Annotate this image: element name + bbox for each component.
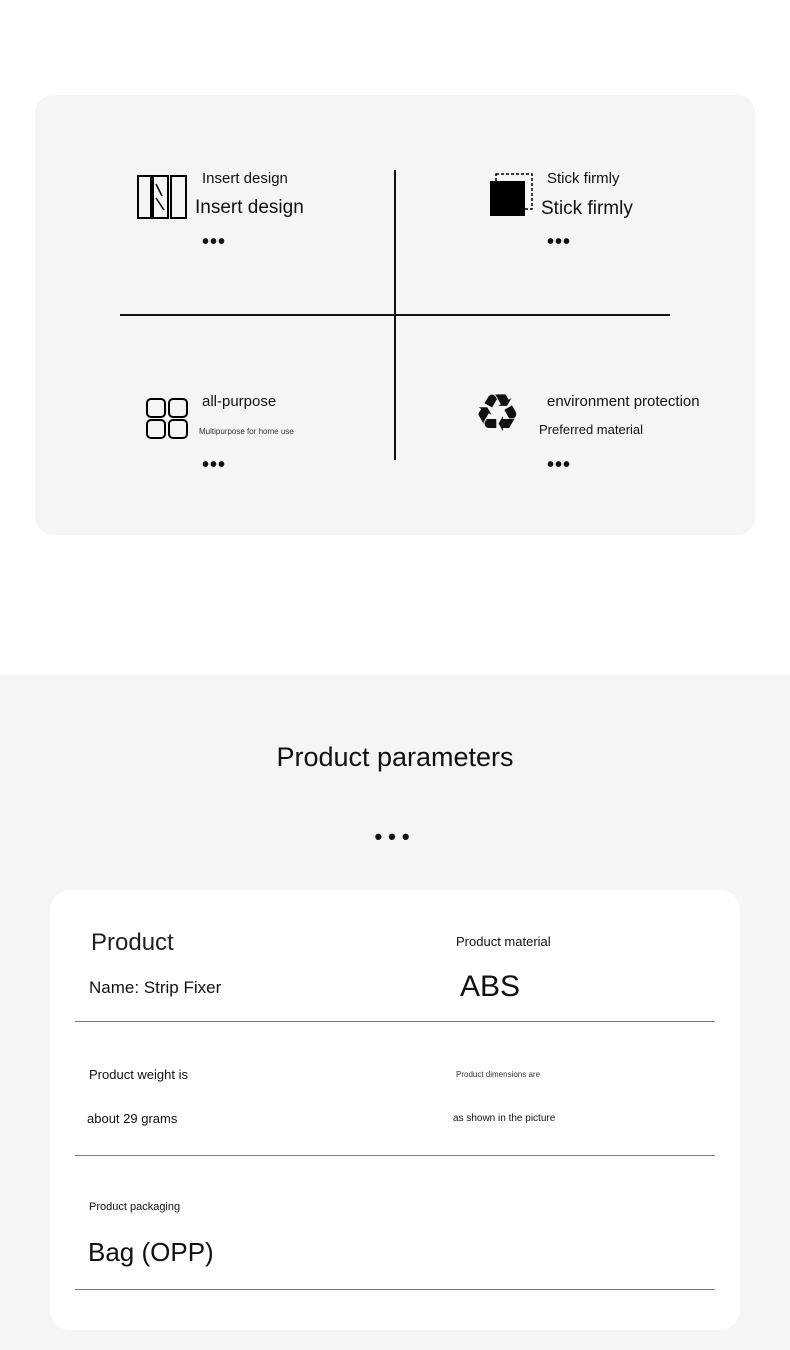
section-dots: ••• [374,824,416,849]
dimensions-label: Product dimensions are [456,1070,541,1079]
material-value: ABS [460,970,521,1003]
feature-subtitle: Stick firmly [541,198,633,219]
more-dots: ••• [202,454,227,476]
feature-title: all-purpose [202,393,277,410]
packaging-label: Product packaging [89,1201,181,1213]
row-divider [75,1155,715,1156]
feature-title: Stick firmly [547,170,620,187]
dimensions-value: as shown in the picture [453,1113,556,1124]
feature-subtitle: Preferred material [539,422,644,437]
more-dots: ••• [202,231,227,253]
feature-title: Insert design [202,170,288,187]
feature-subtitle: Multipurpose for home use [199,427,294,436]
weight-label: Product weight is [89,1067,188,1082]
row-divider [75,1289,715,1290]
divider-horizontal [120,314,670,316]
row-divider [75,1021,715,1022]
material-label: Product material [456,934,551,949]
feature-subtitle: Insert design [195,197,304,218]
packaging-value: Bag (OPP) [88,1237,214,1267]
grid-icon [146,398,188,439]
more-dots: ••• [547,231,572,253]
adhesive-square-icon [490,173,533,216]
weight-value: about 29 grams [87,1111,178,1126]
parameters-card [50,890,740,1330]
product-label: Product [91,929,174,956]
product-value: Name: Strip Fixer [89,978,222,997]
section-title: Product parameters [276,742,514,772]
window-panel-icon [137,175,187,219]
recycle-icon: ♻ [474,385,521,443]
feature-title: environment protection [547,393,700,410]
more-dots: ••• [547,454,572,476]
